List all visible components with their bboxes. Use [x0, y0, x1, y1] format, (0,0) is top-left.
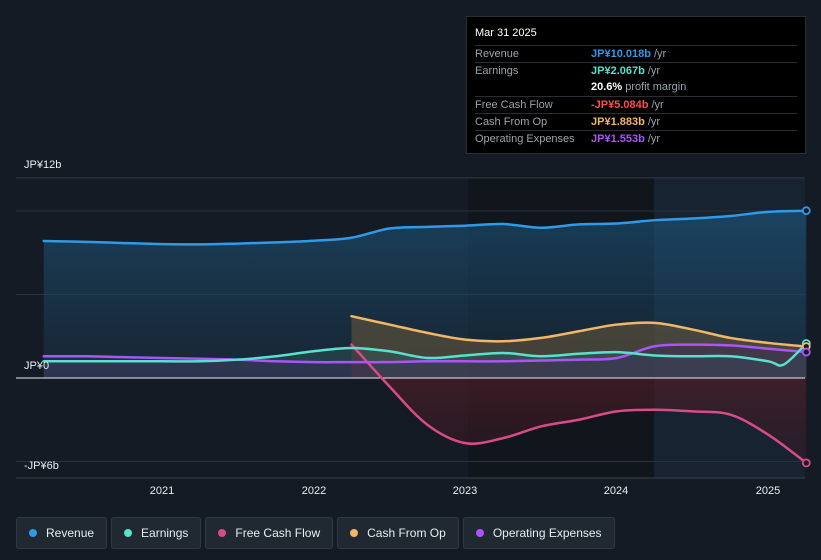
tooltip-label: Operating Expenses: [475, 133, 575, 145]
tooltip-row-revenue: Revenue JP¥10.018b /yr: [475, 45, 797, 62]
tooltip-label: [475, 79, 591, 96]
operating-expenses-area: [43, 344, 807, 378]
tooltip-row-margin: 20.6% profit margin: [475, 79, 797, 96]
tooltip-unit: /yr: [647, 65, 661, 77]
x-tick-label-2022: 2022: [301, 485, 327, 497]
legend-label: Earnings: [141, 526, 189, 540]
legend-dot-icon: [218, 529, 227, 537]
earnings-line: [42, 342, 808, 367]
tooltip-unit: /yr: [647, 133, 661, 145]
revenue-end-marker: [801, 206, 811, 216]
y-tick-label-bottom: -JP¥6b: [24, 460, 59, 472]
data-tooltip: Mar 31 2025 Revenue JP¥10.018b /yr Earni…: [466, 16, 806, 154]
tooltip-row-opex: Operating Expenses JP¥1.553b /yr: [475, 130, 797, 147]
legend-item-operating-expenses[interactable]: Operating Expenses: [462, 517, 615, 549]
legend-label: Cash From Op: [367, 526, 446, 540]
tooltip-value: JP¥2.067b: [591, 65, 645, 77]
free-cash-flow-end-marker: [801, 458, 811, 468]
legend-label: Revenue: [46, 526, 95, 540]
tooltip-unit: /yr: [647, 116, 661, 128]
chart-legend: Revenue Earnings Free Cash Flow Cash Fro…: [16, 517, 615, 549]
legend-item-revenue[interactable]: Revenue: [16, 517, 108, 549]
tooltip-label: Free Cash Flow: [475, 99, 553, 111]
x-tick-label-2025: 2025: [755, 485, 781, 497]
tooltip-value: JP¥10.018b: [591, 48, 651, 60]
legend-item-cash-from-op[interactable]: Cash From Op: [337, 517, 459, 549]
revenue-line: [42, 209, 808, 246]
free-cash-flow-line: [350, 343, 808, 465]
legend-dot-icon: [475, 529, 484, 537]
operating-expenses-line: [42, 343, 808, 364]
legend-item-earnings[interactable]: Earnings: [111, 517, 202, 549]
legend-dot-icon: [29, 529, 37, 537]
legend-dot-icon: [350, 529, 359, 537]
free-cash-flow-area: [351, 344, 807, 463]
tooltip-value: JP¥1.883b: [591, 116, 645, 128]
y-tick-label-top: JP¥12b: [24, 159, 62, 171]
legend-item-free-cash-flow[interactable]: Free Cash Flow: [205, 517, 334, 549]
cash-from-op-line: [350, 314, 808, 348]
tooltip-value: -JP¥5.084b: [591, 99, 649, 111]
cash-from-op-area: [351, 316, 807, 378]
tooltip-date: Mar 31 2025: [475, 27, 537, 39]
operating-expenses-end-marker: [801, 347, 811, 357]
tooltip-row-earnings: Earnings JP¥2.067b /yr: [475, 62, 797, 79]
tooltip-row-fcf: Free Cash Flow -JP¥5.084b /yr: [475, 96, 797, 113]
tooltip-unit: /yr: [653, 48, 667, 60]
tooltip-label: Cash From Op: [475, 116, 548, 128]
tooltip-label: Earnings: [475, 65, 519, 77]
x-tick-label-2023: 2023: [452, 485, 478, 497]
legend-label: Operating Expenses: [492, 526, 602, 540]
tooltip-unit: profit margin: [625, 81, 687, 93]
legend-dot-icon: [124, 529, 133, 537]
tooltip-row-cfo: Cash From Op JP¥1.883b /yr: [475, 113, 797, 130]
tooltip-value: 20.6%: [591, 81, 623, 93]
x-tick-label-2024: 2024: [603, 485, 629, 497]
x-tick-label-2021: 2021: [149, 485, 175, 497]
legend-label: Free Cash Flow: [235, 526, 321, 540]
tooltip-unit: /yr: [651, 99, 664, 111]
tooltip-value: JP¥1.553b: [591, 133, 645, 145]
y-tick-label-zero: JP¥0: [24, 360, 50, 372]
tooltip-label: Revenue: [475, 48, 520, 60]
